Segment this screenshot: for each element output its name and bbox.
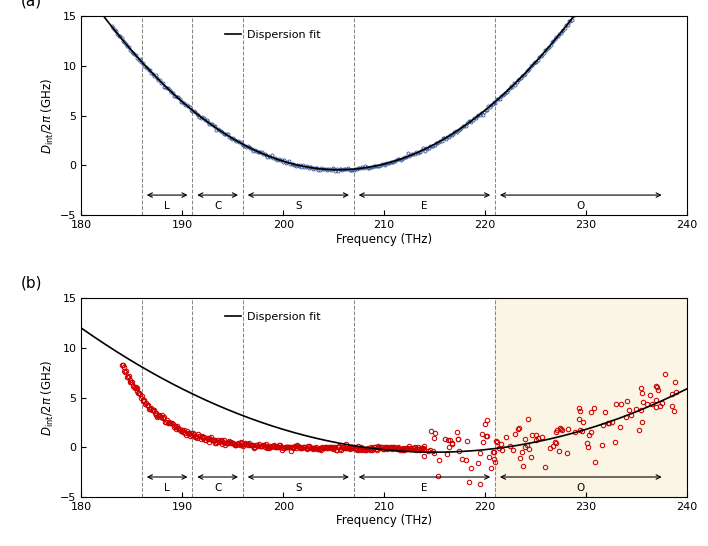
Dispersion fit [351, 443, 360, 449]
Dispersion fit [534, 438, 542, 445]
Text: S: S [295, 201, 302, 211]
Dispersion fit [435, 139, 443, 145]
Text: (b): (b) [21, 275, 42, 290]
Dispersion fit [77, 325, 86, 331]
Dispersion fit [430, 449, 438, 455]
Text: (a): (a) [21, 0, 42, 8]
Line: Dispersion fit: Dispersion fit [81, 0, 687, 170]
Legend: Dispersion fit: Dispersion fit [220, 26, 325, 45]
Dispersion fit [352, 165, 360, 172]
Dispersion fit [482, 105, 491, 112]
Y-axis label: $D_{\mathrm{int}}/2\pi$ (GHz): $D_{\mathrm{int}}/2\pi$ (GHz) [40, 78, 56, 154]
Dispersion fit [233, 138, 241, 144]
Dispersion fit [184, 104, 193, 110]
Text: O: O [577, 201, 585, 211]
Dispersion fit [435, 449, 443, 455]
Dispersion fit [184, 389, 193, 395]
Dispersion fit [233, 410, 241, 417]
Text: C: C [214, 201, 222, 211]
Bar [495, 298, 687, 497]
Text: E: E [421, 483, 428, 493]
Text: S: S [295, 483, 302, 493]
Text: O: O [577, 483, 585, 493]
Line: Dispersion fit: Dispersion fit [81, 328, 687, 452]
Dispersion fit [335, 167, 343, 173]
Dispersion fit [683, 385, 691, 392]
Text: L: L [164, 483, 170, 493]
Text: L: L [164, 201, 170, 211]
Legend: Dispersion fit: Dispersion fit [220, 308, 325, 327]
X-axis label: Frequency (THz): Frequency (THz) [336, 233, 432, 246]
Dispersion fit [534, 56, 542, 62]
Text: C: C [214, 483, 222, 493]
X-axis label: Frequency (THz): Frequency (THz) [336, 514, 432, 527]
Y-axis label: $D_{\mathrm{int}}/2\pi$ (GHz): $D_{\mathrm{int}}/2\pi$ (GHz) [40, 359, 56, 436]
Dispersion fit [482, 446, 491, 453]
Text: E: E [421, 201, 428, 211]
